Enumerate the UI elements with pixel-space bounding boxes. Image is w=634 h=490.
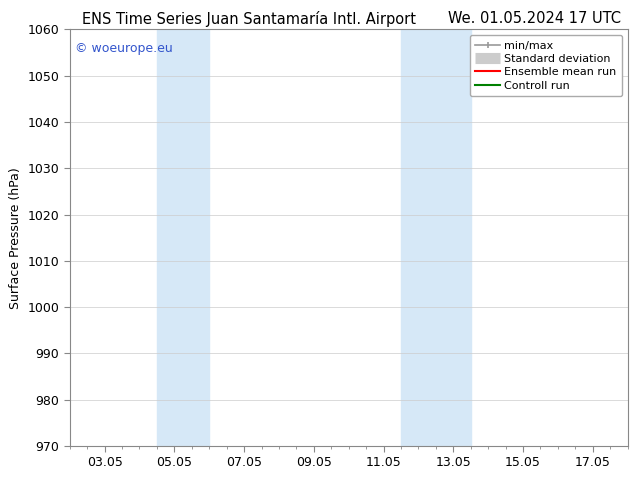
- Y-axis label: Surface Pressure (hPa): Surface Pressure (hPa): [9, 167, 22, 309]
- Bar: [157, 29, 209, 446]
- Bar: [401, 29, 470, 446]
- Text: © woeurope.eu: © woeurope.eu: [75, 42, 173, 55]
- Text: We. 01.05.2024 17 UTC: We. 01.05.2024 17 UTC: [448, 11, 621, 26]
- Legend: min/max, Standard deviation, Ensemble mean run, Controll run: min/max, Standard deviation, Ensemble me…: [470, 35, 622, 96]
- Text: ENS Time Series Juan Santamaría Intl. Airport: ENS Time Series Juan Santamaría Intl. Ai…: [82, 11, 417, 27]
